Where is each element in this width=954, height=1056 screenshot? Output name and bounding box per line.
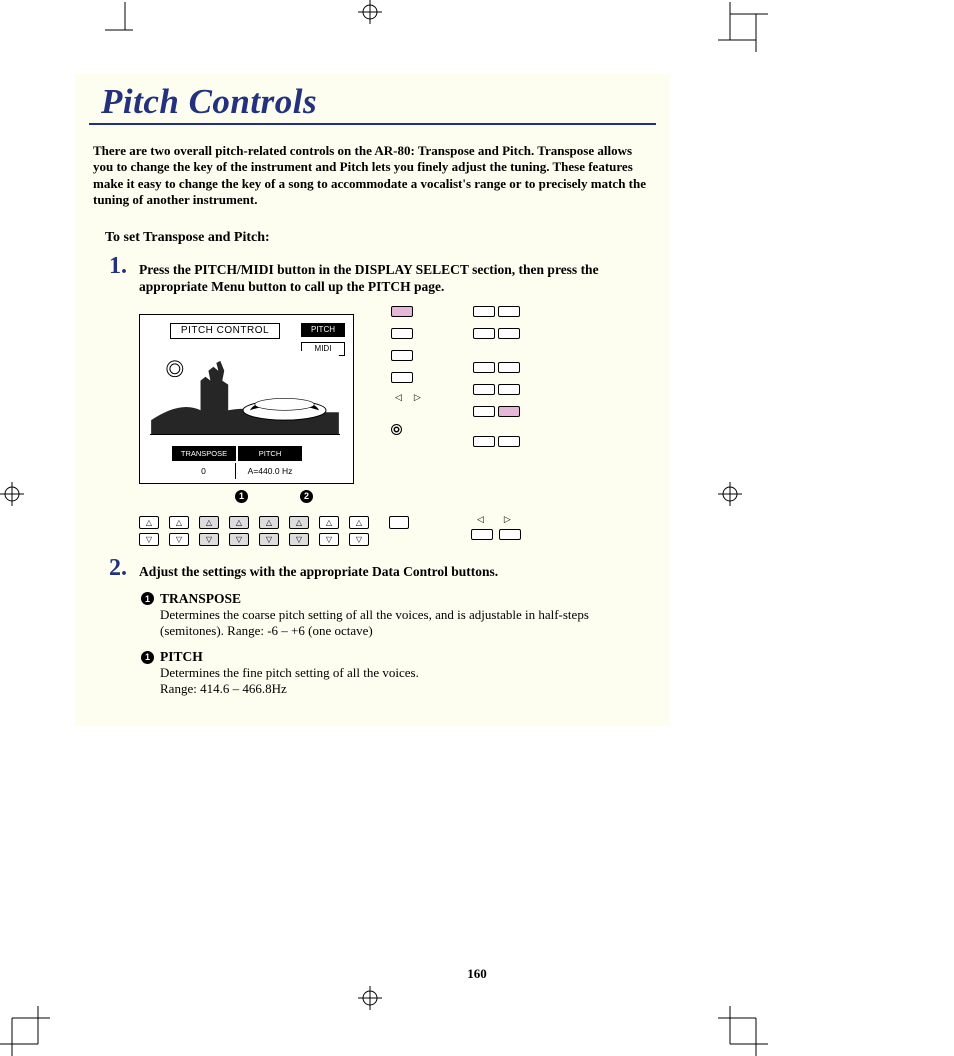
panel-btn — [498, 436, 520, 447]
reg-mark-top — [358, 0, 382, 29]
item-transpose: 1 TRANSPOSE Determines the coarse pitch … — [75, 581, 670, 640]
right-arrow-icon: ▷ — [414, 392, 433, 402]
panel-btn — [471, 529, 493, 540]
subheading: To set Transpose and Pitch: — [75, 208, 670, 254]
dc-down-btn: ▽ — [289, 533, 309, 546]
intro-paragraph: There are two overall pitch-related cont… — [75, 143, 670, 208]
dc-up-btn: △ — [199, 516, 219, 529]
panel-btn — [498, 362, 520, 373]
content-box: Pitch Controls There are two overall pit… — [75, 74, 670, 726]
dc-down-btn: ▽ — [199, 533, 219, 546]
panel-btn — [473, 362, 495, 373]
lcd-column-badges: 1 2 — [235, 490, 313, 503]
panel-btn — [473, 406, 495, 417]
panel-btn — [498, 306, 520, 317]
item-title-transpose: TRANSPOSE — [160, 591, 241, 607]
panel-btn — [473, 384, 495, 395]
dc-down-btn: ▽ — [169, 533, 189, 546]
item-title-pitch: PITCH — [160, 649, 203, 665]
page-title: Pitch Controls — [89, 74, 656, 125]
crop-mark-bl — [0, 1006, 50, 1056]
panel-buttons: ◁▷ — [391, 304, 523, 456]
panel-btn — [391, 350, 413, 361]
right-arrow-icon: ▷ — [504, 514, 531, 524]
item-body-pitch: Determines the fine pitch setting of all… — [141, 665, 630, 698]
step-1-text: Press the PITCH/MIDI button in the DISPL… — [139, 254, 640, 296]
panel-btn — [473, 328, 495, 339]
dial-icon — [391, 424, 402, 435]
diagram: PITCH CONTROL PITCH MIDI TRANSPOSE PITCH… — [75, 296, 670, 556]
dc-down-btn: ▽ — [259, 533, 279, 546]
lcd-artwork — [150, 351, 340, 435]
left-arrow-icon: ◁ — [477, 514, 504, 524]
item-badge: 1 — [141, 651, 154, 664]
dc-up-btn: △ — [139, 516, 159, 529]
data-control-right: ◁▷ — [471, 514, 531, 545]
badge-1: 1 — [235, 490, 248, 503]
panel-btn — [391, 306, 413, 317]
panel-btn — [498, 384, 520, 395]
lcd-val-pitch: A=440.0 Hz — [238, 463, 302, 479]
crop-mark-tr — [718, 2, 768, 52]
step-1: 1. Press the PITCH/MIDI button in the DI… — [75, 254, 670, 296]
badge-2: 2 — [300, 490, 313, 503]
item-body-transpose: Determines the coarse pitch setting of a… — [141, 607, 630, 640]
data-control-buttons: △ ▽ △ ▽ △ ▽ △ ▽ △ ▽ △ ▽ △ ▽ △ ▽ — [139, 516, 415, 550]
item-pitch: 1 PITCH Determines the fine pitch settin… — [75, 639, 670, 698]
step-2-number: 2. — [109, 556, 131, 580]
crop-mark-br — [718, 1006, 768, 1056]
panel-btn — [473, 436, 495, 447]
dc-down-btn: ▽ — [349, 533, 369, 546]
dc-down-btn: ▽ — [319, 533, 339, 546]
step-2: 2. Adjust the settings with the appropri… — [75, 556, 670, 581]
page-number: 160 — [0, 966, 954, 982]
dc-down-btn: ▽ — [139, 533, 159, 546]
reg-mark-bottom — [358, 986, 382, 1015]
panel-btn — [391, 328, 413, 339]
dc-up-btn: △ — [229, 516, 249, 529]
dc-btn — [389, 516, 409, 529]
step-1-number: 1. — [109, 254, 131, 278]
panel-btn — [498, 406, 520, 417]
dc-down-btn: ▽ — [229, 533, 249, 546]
dc-up-btn: △ — [169, 516, 189, 529]
lcd-header: PITCH CONTROL — [170, 323, 280, 339]
lcd-menu-pitch: PITCH — [301, 323, 345, 337]
crop-mark-tl — [105, 2, 145, 42]
dc-up-btn: △ — [259, 516, 279, 529]
dc-up-btn: △ — [319, 516, 339, 529]
lcd-val-transpose: 0 — [172, 463, 236, 479]
left-arrow-icon: ◁ — [395, 392, 414, 402]
lcd-screen: PITCH CONTROL PITCH MIDI TRANSPOSE PITCH… — [139, 314, 354, 484]
panel-btn — [391, 372, 413, 383]
lcd-col-pitch: PITCH — [238, 446, 302, 461]
dc-up-btn: △ — [289, 516, 309, 529]
reg-mark-right — [718, 482, 742, 511]
dc-up-btn: △ — [349, 516, 369, 529]
panel-btn — [473, 306, 495, 317]
panel-btn — [498, 328, 520, 339]
lcd-col-transpose: TRANSPOSE — [172, 446, 236, 461]
item-badge: 1 — [141, 592, 154, 605]
panel-btn — [499, 529, 521, 540]
reg-mark-left — [0, 482, 24, 511]
step-2-text: Adjust the settings with the appropriate… — [139, 556, 498, 581]
